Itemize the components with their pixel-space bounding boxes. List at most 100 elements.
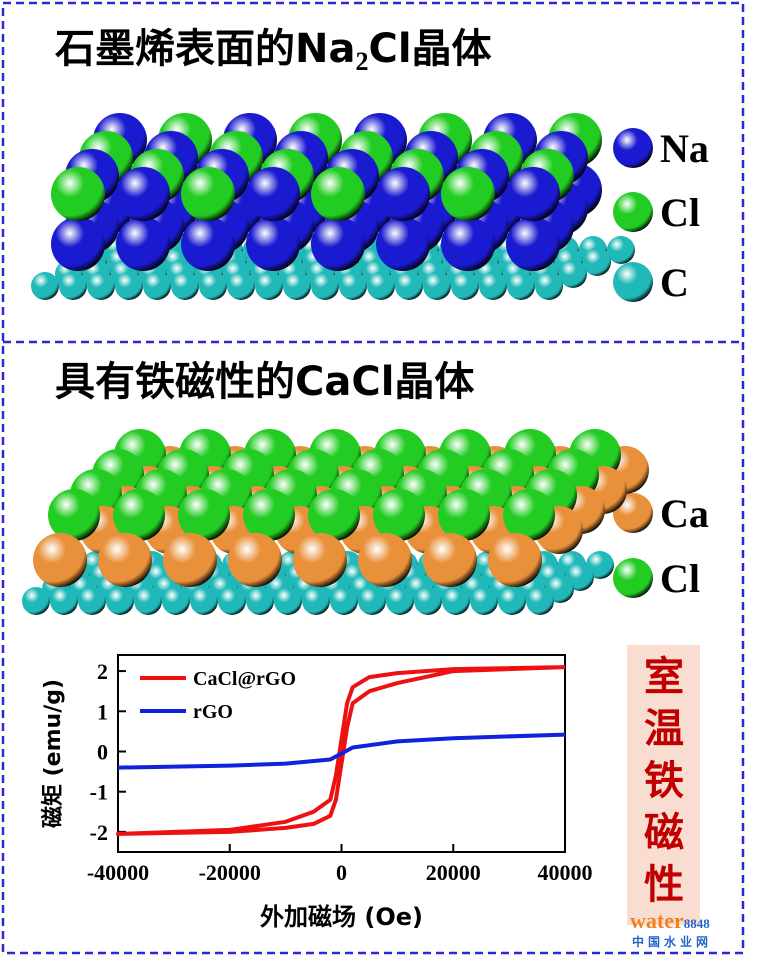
atom [190, 587, 218, 615]
atom [171, 272, 199, 300]
atom [228, 533, 282, 587]
atom [178, 489, 230, 541]
atom [479, 272, 507, 300]
atom [438, 489, 490, 541]
side-label: 室 [644, 654, 684, 700]
watermark: water8848 [630, 908, 710, 933]
watermark-number: 8848 [684, 916, 711, 931]
atom [48, 489, 100, 541]
legend-label: Cl [660, 556, 700, 601]
atom [181, 217, 235, 271]
atom [498, 587, 526, 615]
atom [451, 272, 479, 300]
atom [218, 587, 246, 615]
atom [442, 587, 470, 615]
y-tick-label: 1 [97, 699, 108, 724]
title-part: 具有铁磁性的CaCl晶体 [55, 359, 474, 405]
atom [116, 167, 170, 221]
atom [302, 587, 330, 615]
atom [98, 533, 152, 587]
atom [503, 489, 555, 541]
atom [414, 587, 442, 615]
atom [506, 167, 560, 221]
title-part: 2 [355, 47, 368, 76]
atom [559, 260, 587, 288]
atom [134, 587, 162, 615]
atom [243, 489, 295, 541]
atom [78, 587, 106, 615]
series-line [116, 665, 566, 836]
atom [330, 587, 358, 615]
atom [373, 489, 425, 541]
x-axis-label: 外加磁场 (Oe) [260, 903, 423, 931]
atom [506, 217, 560, 271]
atom [376, 217, 430, 271]
side-label: 磁 [644, 810, 684, 856]
atom [311, 167, 365, 221]
atom [51, 217, 105, 271]
atom [162, 587, 190, 615]
watermark-site: 中国水业网 [632, 934, 712, 949]
atom [22, 587, 50, 615]
atom [367, 272, 395, 300]
x-tick-label: 0 [336, 860, 347, 885]
atom [113, 489, 165, 541]
atom [583, 248, 611, 276]
atom [613, 192, 653, 232]
atom [59, 272, 87, 300]
x-tick-label: 20000 [426, 860, 481, 885]
atom [376, 167, 430, 221]
title-part: 石墨烯表面的Na [55, 26, 355, 72]
atom [535, 272, 563, 300]
atom [227, 272, 255, 300]
atom [507, 272, 535, 300]
side-box [627, 645, 700, 925]
atom [51, 167, 105, 221]
atom [386, 587, 414, 615]
atom [255, 272, 283, 300]
atom [87, 272, 115, 300]
atom [31, 272, 59, 300]
atom [116, 217, 170, 271]
side-label: 性 [644, 862, 684, 908]
atom [339, 272, 367, 300]
atom [441, 167, 495, 221]
atom [613, 128, 653, 168]
y-tick-label: 0 [97, 739, 108, 764]
legend-label: Na [660, 126, 709, 171]
legend-label: rGO [193, 701, 233, 723]
x-tick-label: 40000 [538, 860, 593, 885]
y-tick-label: -1 [90, 780, 108, 805]
atom [199, 272, 227, 300]
atom [613, 558, 653, 598]
atom [607, 236, 635, 264]
x-tick-label: -20000 [199, 860, 261, 885]
atom [441, 217, 495, 271]
atom [488, 533, 542, 587]
atom [106, 587, 134, 615]
atom [358, 587, 386, 615]
atom [274, 587, 302, 615]
atom [163, 533, 217, 587]
atom [423, 533, 477, 587]
atom [311, 217, 365, 271]
panel-title: 具有铁磁性的CaCl晶体 [55, 359, 474, 405]
atom [423, 272, 451, 300]
atom [283, 272, 311, 300]
atom [115, 272, 143, 300]
legend-label: C [660, 260, 689, 305]
atom [246, 587, 274, 615]
y-tick-label: -2 [90, 820, 108, 845]
y-tick-label: 2 [97, 659, 108, 684]
border [1, 1, 745, 955]
atom [358, 533, 412, 587]
atom [311, 272, 339, 300]
atom [395, 272, 423, 300]
atom [293, 533, 347, 587]
atom [181, 167, 235, 221]
legend-label: Ca [660, 491, 709, 536]
legend-label: Cl [660, 190, 700, 235]
x-tick-label: -40000 [87, 860, 149, 885]
atom [50, 587, 78, 615]
